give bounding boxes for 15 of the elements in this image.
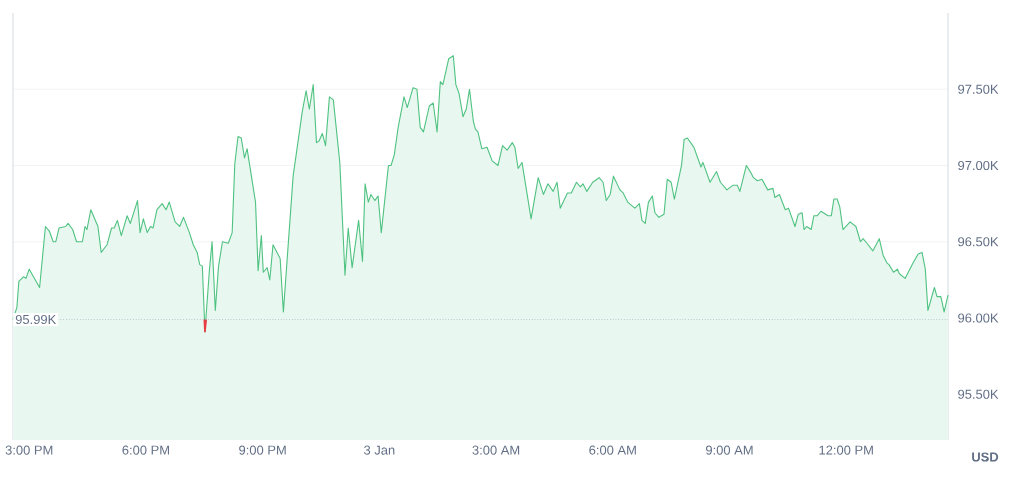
y-tick-label: 97.00K (958, 160, 999, 171)
x-tick-label: 6:00 PM (122, 445, 169, 455)
x-tick-label: 6:00 AM (589, 445, 636, 455)
y-tick-label: 96.50K (958, 237, 999, 247)
x-tick-label: 12:00 PM (819, 445, 873, 455)
x-tick-label: 9:00 AM (705, 445, 753, 455)
y-tick-label: 95.50K (958, 389, 999, 399)
x-tick-label: 3:00 AM (472, 445, 520, 455)
x-tick-label: 3:00 PM (5, 445, 53, 455)
x-tick-label: 9:00 PM (239, 445, 286, 455)
y-tick-label: 97.50K (958, 84, 999, 94)
y-tick-label: 96.00K (958, 313, 999, 323)
ref-line-label: 95.99K (15, 314, 57, 325)
x-tick-label: 3 Jan (364, 445, 395, 455)
y-axis-title: USD (972, 452, 999, 462)
